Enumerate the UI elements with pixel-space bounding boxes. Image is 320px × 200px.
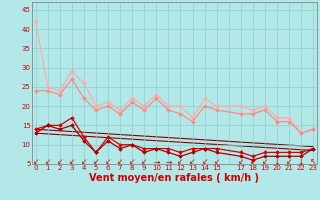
Text: ↙: ↙ [201, 158, 208, 167]
Text: ↙: ↙ [286, 158, 292, 167]
Text: ↙: ↙ [129, 158, 135, 167]
Text: ↙: ↙ [32, 158, 39, 167]
Text: →: → [153, 158, 159, 167]
Text: ↙: ↙ [93, 158, 99, 167]
Text: ↙: ↙ [105, 158, 111, 167]
Text: ↙: ↙ [117, 158, 123, 167]
Text: →: → [165, 158, 172, 167]
Text: ↙: ↙ [213, 158, 220, 167]
Text: ↓: ↓ [274, 158, 280, 167]
Text: ↙: ↙ [250, 158, 256, 167]
Text: ↙: ↙ [141, 158, 148, 167]
Text: ↓: ↓ [298, 158, 304, 167]
Text: ↙: ↙ [189, 158, 196, 167]
Text: ↙: ↙ [81, 158, 87, 167]
Text: ↙: ↙ [237, 158, 244, 167]
X-axis label: Vent moyen/en rafales ( km/h ): Vent moyen/en rafales ( km/h ) [89, 173, 260, 183]
Text: ↙: ↙ [68, 158, 75, 167]
Text: ↙: ↙ [177, 158, 184, 167]
Text: ↙: ↙ [262, 158, 268, 167]
Text: ↙: ↙ [44, 158, 51, 167]
Text: ↙: ↙ [57, 158, 63, 167]
Text: ↖: ↖ [310, 158, 316, 167]
